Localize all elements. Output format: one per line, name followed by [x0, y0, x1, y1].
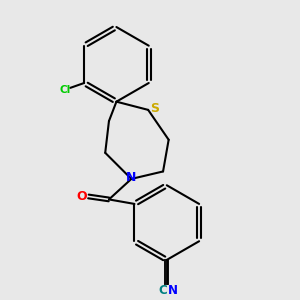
- Text: N: N: [125, 171, 136, 184]
- Text: Cl: Cl: [59, 85, 70, 95]
- Text: C: C: [158, 284, 167, 297]
- Text: O: O: [76, 190, 87, 203]
- Text: N: N: [168, 284, 178, 297]
- Text: S: S: [150, 101, 159, 115]
